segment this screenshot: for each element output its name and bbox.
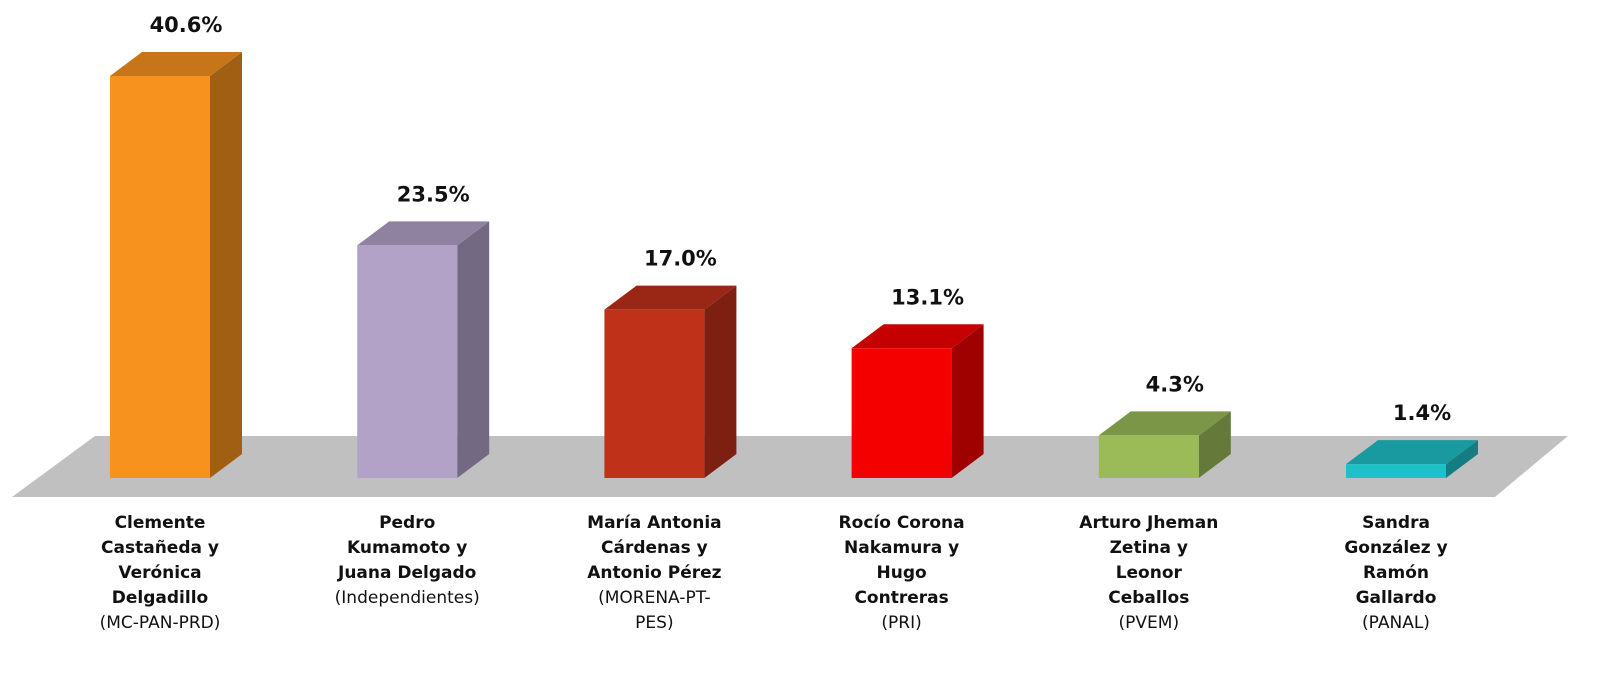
party-name: (MC-PAN-PRD): [99, 613, 221, 633]
candidate-name: María Antonia Cárdenas y Antonio Pérez: [587, 513, 722, 583]
bar: [110, 76, 210, 478]
party-name: (Independientes): [334, 588, 480, 608]
bar: [604, 309, 705, 478]
bar-side: [1198, 411, 1231, 478]
value-label: 17.0%: [644, 247, 717, 271]
bar-top: [110, 52, 242, 76]
category-label: María Antonia Cárdenas y Antonio Pérez (M…: [579, 511, 729, 636]
value-label: 13.1%: [891, 285, 964, 309]
bar: [1346, 464, 1446, 478]
bar: [1098, 435, 1199, 478]
candidate-name: Clemente Castañeda y Verónica Delgadillo: [101, 513, 219, 608]
bar-top: [604, 285, 737, 310]
category-label: Rocío Corona Nakamura y Hugo Contreras (P…: [827, 511, 977, 636]
candidate-name: Sandra González y Ramón Gallardo: [1344, 513, 1448, 608]
party-name: (PANAL): [1362, 613, 1430, 633]
party-name: (PRI): [881, 613, 922, 633]
category-label: Clemente Castañeda y Verónica Delgadillo…: [85, 511, 235, 636]
floor: [12, 436, 1568, 497]
category-label: Sandra González y Ramón Gallardo (PANAL): [1321, 511, 1471, 636]
bar-side: [704, 285, 737, 478]
value-label: 40.6%: [150, 13, 223, 37]
bar-top: [1346, 440, 1478, 465]
party-name: (MORENA-PT-PES): [598, 588, 711, 633]
bar-side: [457, 221, 490, 478]
value-label: 23.5%: [397, 182, 470, 206]
bar: [851, 348, 952, 478]
category-label: Pedro Kumamoto y Juana Delgado (Independi…: [332, 511, 482, 611]
category-label: Arturo Jheman Zetina y Leonor Ceballos (P…: [1074, 511, 1224, 636]
candidate-name: Pedro Kumamoto y Juana Delgado: [338, 513, 477, 583]
bar-top: [851, 324, 984, 349]
candidate-name: Rocío Corona Nakamura y Hugo Contreras: [838, 513, 965, 608]
candidate-name: Arturo Jheman Zetina y Leonor Ceballos: [1079, 513, 1219, 608]
value-label: 1.4%: [1393, 401, 1451, 425]
bar-side: [210, 52, 242, 478]
bar-top: [357, 221, 490, 246]
value-label: 4.3%: [1146, 372, 1204, 396]
bar-top: [1098, 411, 1231, 436]
bar-side: [1446, 440, 1478, 478]
bar: [357, 245, 458, 478]
party-name: (PVEM): [1118, 613, 1180, 633]
bar-side: [951, 324, 984, 478]
